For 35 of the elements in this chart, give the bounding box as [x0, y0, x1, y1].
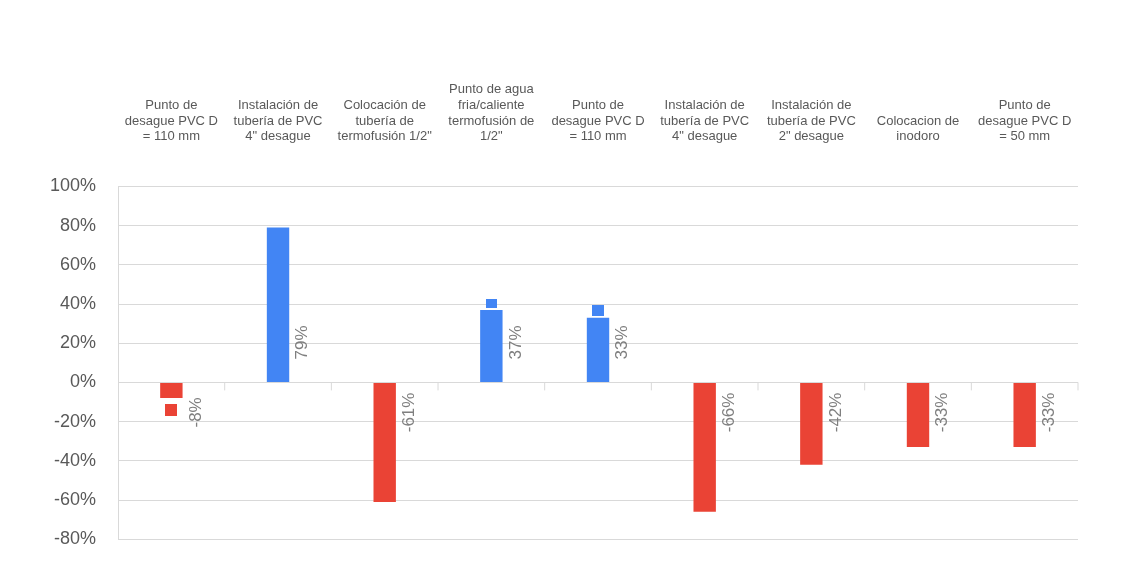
- data-label: 79%: [292, 325, 312, 360]
- data-label: -42%: [825, 392, 845, 433]
- y-tick-label: 40%: [60, 292, 97, 313]
- x-tick-label: Colocacion de inodoro: [876, 112, 960, 144]
- bar: [373, 382, 396, 502]
- data-label: -66%: [719, 392, 739, 433]
- x-tick-label: Punto de desague PVC D = 110 mm: [551, 96, 645, 144]
- x-tick-label: Instalación de tubería de PVC 4" desague: [233, 96, 323, 144]
- data-label: -33%: [1039, 392, 1059, 433]
- bar: [1013, 382, 1036, 448]
- y-tick-label: 20%: [60, 332, 97, 353]
- y-tick-label: -60%: [54, 488, 97, 509]
- data-label: 37%: [505, 325, 525, 360]
- data-label: -33%: [932, 392, 952, 433]
- x-tick-label: Instalación de tubería de PVC 2" desague: [766, 96, 856, 144]
- y-tick-label: 60%: [60, 253, 97, 274]
- x-tick-label: Instalación de tubería de PVC 4" desague: [660, 96, 750, 144]
- bar: [266, 227, 290, 382]
- y-tick-label: -40%: [54, 449, 97, 470]
- x-tick-label: Punto de agua fria/caliente termofusión de 1/2": [448, 81, 535, 144]
- data-label: 33%: [612, 325, 632, 360]
- x-tick-label: Punto de desague PVC D = 110 mm: [124, 96, 218, 144]
- bar: [906, 382, 930, 448]
- bar: [160, 382, 183, 399]
- bar: [693, 382, 716, 512]
- x-tick-label: Punto de desague PVC D = 50 mm: [978, 96, 1072, 144]
- y-tick-label: 100%: [49, 175, 97, 196]
- data-label: -8%: [185, 397, 205, 428]
- data-label: -61%: [399, 392, 419, 433]
- y-tick-label: -80%: [54, 528, 97, 549]
- y-tick-label: -20%: [54, 410, 97, 431]
- bar: [800, 382, 823, 465]
- y-tick-label: 80%: [60, 214, 97, 235]
- y-tick-label: 0%: [70, 371, 97, 392]
- x-tick-label: Colocación de tubería de termofusión 1/2": [337, 96, 433, 144]
